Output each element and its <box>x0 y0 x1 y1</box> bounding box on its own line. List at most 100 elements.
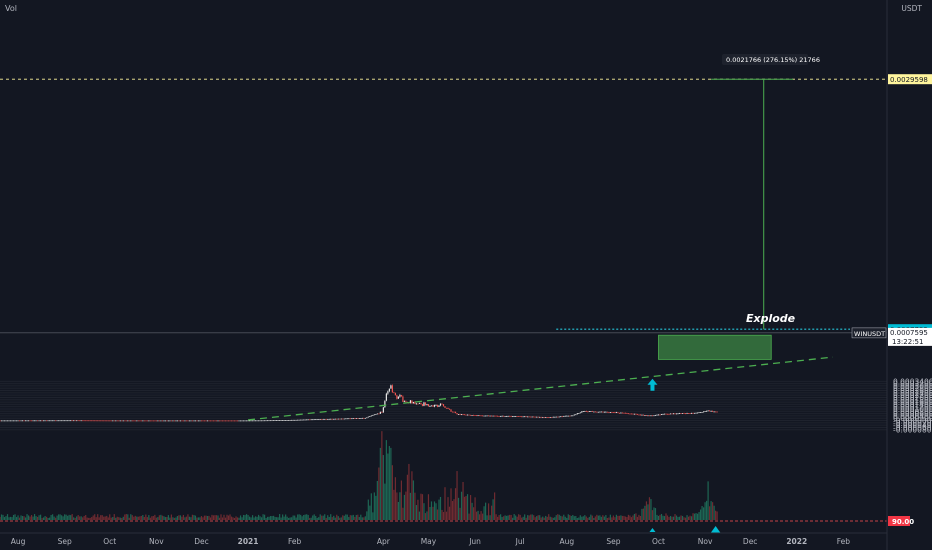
volume-bar <box>39 514 42 520</box>
candle-body <box>581 411 583 413</box>
volume-bar <box>53 516 55 520</box>
candle-body <box>55 420 57 422</box>
candle-body <box>650 415 652 417</box>
candle-body <box>20 420 22 422</box>
candle-body <box>262 420 264 422</box>
volume-bar <box>241 517 243 520</box>
candle-body <box>587 411 589 413</box>
candle-body <box>557 416 559 418</box>
candle-body <box>617 412 619 414</box>
candle-body <box>409 400 412 403</box>
volume-bar <box>9 516 12 520</box>
candle-body <box>313 419 315 421</box>
candle-body <box>80 420 82 422</box>
volume-bar <box>92 515 94 520</box>
y-axis[interactable]: 0.000340000.000320000.000300000.00028000… <box>886 0 932 550</box>
volume-bar <box>229 514 231 520</box>
volume-bar <box>160 514 162 520</box>
candle-body <box>65 420 67 422</box>
volume-bar <box>327 515 329 520</box>
volume-bar <box>447 497 449 520</box>
candle-body <box>35 420 37 422</box>
candle-body <box>656 414 658 416</box>
candle-body <box>503 415 505 417</box>
candle-body <box>364 417 366 419</box>
y-tick-label: -0.0000200 <box>893 419 932 428</box>
candle-body <box>369 416 371 417</box>
volume-bar <box>14 514 16 520</box>
candle-body <box>530 416 532 418</box>
y-tick-label: -0.0000000 <box>893 417 932 426</box>
candle-body <box>9 420 12 422</box>
candle-body <box>327 418 329 420</box>
candle-body <box>178 420 180 422</box>
volume-bar <box>271 516 273 520</box>
candle-body <box>439 403 442 406</box>
volume-bar <box>376 480 378 520</box>
volume-bars <box>0 431 718 520</box>
volume-bar <box>199 517 201 520</box>
candle-body <box>149 420 151 422</box>
volume-bar <box>692 513 694 520</box>
volume-bar <box>346 514 348 520</box>
x-tick-label: Jul <box>515 537 525 546</box>
candle-body <box>630 413 633 415</box>
candle-body <box>689 413 691 415</box>
volume-bar <box>656 514 658 520</box>
volume-bar <box>582 516 584 520</box>
volume-bar <box>438 499 440 520</box>
candle-body <box>636 414 639 415</box>
volume-bar <box>41 517 43 520</box>
candle-body <box>70 420 72 422</box>
volume-bar <box>59 514 61 520</box>
symbol-tag: WINUSDT <box>854 330 885 338</box>
volume-bar <box>615 514 617 520</box>
candle-body <box>354 418 356 420</box>
volume-bar <box>710 501 712 520</box>
volume-bar <box>181 516 183 520</box>
volume-bar <box>106 515 108 520</box>
volume-bar <box>629 515 631 520</box>
volume-bar <box>260 517 263 520</box>
candle-body <box>267 420 269 422</box>
candle-body <box>528 416 530 418</box>
volume-bar <box>427 494 430 520</box>
volume-bar <box>52 514 54 520</box>
x-axis[interactable]: Aug Sep Oct Nov Dec 2021 Feb Apr May Jun Jul Aug Sep… <box>0 532 887 546</box>
candle-body <box>315 419 317 420</box>
candle-body <box>472 415 475 416</box>
volume-bar <box>248 516 251 520</box>
volume-bar <box>112 517 114 520</box>
volume-bar <box>472 507 475 520</box>
candle-body <box>555 416 557 418</box>
volume-bar <box>518 514 520 520</box>
candle-body <box>492 415 494 417</box>
candle-body <box>221 420 224 422</box>
candle-body <box>497 415 499 417</box>
volume-bar <box>220 514 222 520</box>
volume-bar <box>47 517 49 520</box>
volume-bar <box>501 516 503 520</box>
volume-bar <box>462 482 464 520</box>
volume-bar <box>621 515 624 520</box>
volume-bar <box>698 512 700 520</box>
candle-body <box>500 415 502 417</box>
candle-body <box>263 420 266 422</box>
candle-body <box>355 418 357 419</box>
volume-bar <box>593 517 595 520</box>
candle-body <box>468 414 470 416</box>
volume-bar <box>668 517 670 520</box>
candle-body <box>512 416 514 418</box>
volume-bar <box>512 517 514 520</box>
candle-body <box>602 411 604 413</box>
candle-body <box>545 417 547 418</box>
volume-bar <box>312 515 314 520</box>
candle-body <box>248 420 251 422</box>
candle-body <box>620 412 622 414</box>
volume-bar <box>630 517 633 520</box>
volume-bar <box>385 440 387 520</box>
candle-body <box>161 420 163 422</box>
